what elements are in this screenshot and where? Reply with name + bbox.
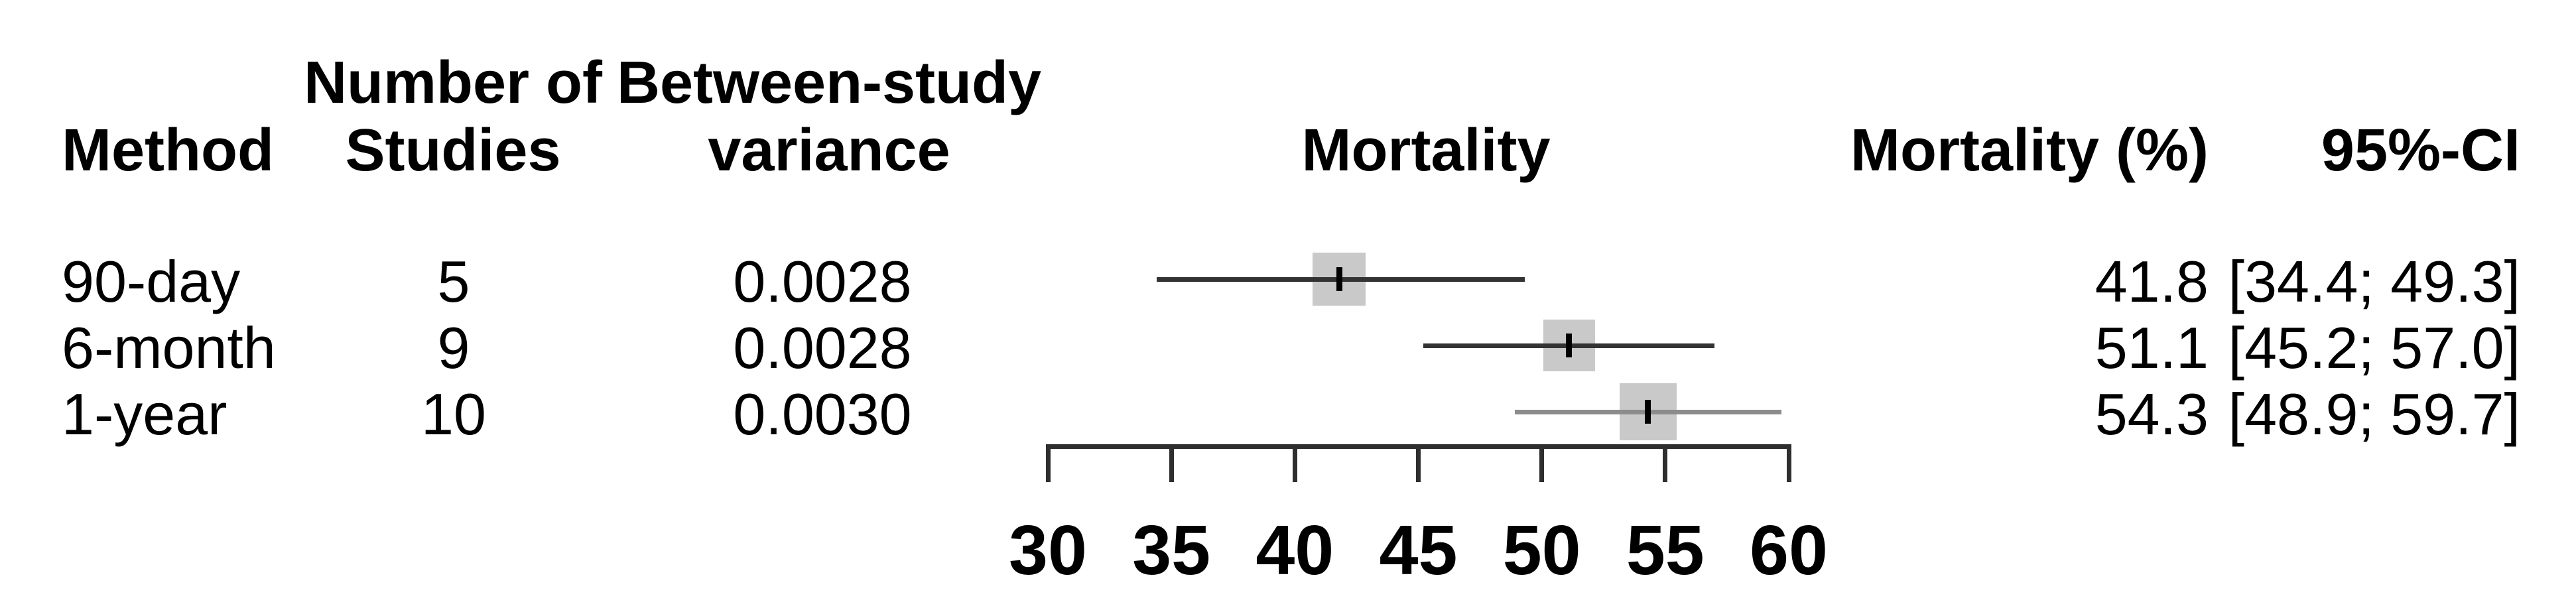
x-axis-tick bbox=[1045, 444, 1051, 482]
column-header-variance-line1: Between-study bbox=[616, 50, 1042, 116]
row-ci-value: [34.4; 49.3] bbox=[2228, 249, 2520, 314]
row-variance-value: 0.0030 bbox=[733, 381, 912, 447]
x-axis-tick-label: 30 bbox=[1009, 511, 1087, 589]
x-axis-tick bbox=[1292, 444, 1297, 482]
x-axis-tick bbox=[1169, 444, 1174, 482]
x-axis-tick bbox=[1539, 444, 1545, 482]
row-method-label: 1-year bbox=[62, 381, 227, 447]
row-method-label: 90-day bbox=[62, 249, 241, 314]
column-header-method: Method bbox=[62, 117, 274, 184]
row-variance-value: 0.0028 bbox=[733, 249, 912, 314]
point-estimate-tick bbox=[1645, 400, 1651, 424]
row-effect-value: 51.1 bbox=[2094, 315, 2209, 381]
x-axis-tick-label: 55 bbox=[1626, 511, 1705, 589]
x-axis-tick bbox=[1786, 444, 1791, 482]
x-axis-tick-label: 40 bbox=[1256, 511, 1334, 589]
point-estimate-tick bbox=[1336, 267, 1342, 291]
x-axis-tick-label: 60 bbox=[1750, 511, 1828, 589]
column-header-mortality-plot: Mortality bbox=[1301, 117, 1551, 184]
point-estimate-tick bbox=[1566, 334, 1573, 357]
x-axis-tick-label: 45 bbox=[1379, 511, 1458, 589]
row-method-label: 6-month bbox=[62, 315, 276, 381]
column-header-studies-line2: Studies bbox=[345, 117, 561, 184]
row-ci-value: [45.2; 57.0] bbox=[2228, 315, 2520, 381]
column-header-studies-line1: Number of bbox=[304, 50, 602, 116]
row-effect-value: 54.3 bbox=[2094, 381, 2209, 447]
x-axis-tick-label: 35 bbox=[1132, 511, 1211, 589]
x-axis-tick bbox=[1663, 444, 1668, 482]
row-studies-value: 9 bbox=[437, 315, 470, 381]
row-variance-value: 0.0028 bbox=[733, 315, 912, 381]
column-header-ci: 95%-CI bbox=[2321, 117, 2520, 184]
row-ci-value: [48.9; 59.7] bbox=[2228, 381, 2520, 447]
x-axis-tick-label: 50 bbox=[1502, 511, 1581, 589]
row-studies-value: 10 bbox=[421, 381, 486, 447]
column-header-variance-line2: variance bbox=[708, 117, 950, 184]
row-studies-value: 5 bbox=[437, 249, 470, 314]
column-header-effect: Mortality (%) bbox=[1850, 117, 2209, 184]
x-axis-tick bbox=[1416, 444, 1421, 482]
row-effect-value: 41.8 bbox=[2094, 249, 2209, 314]
